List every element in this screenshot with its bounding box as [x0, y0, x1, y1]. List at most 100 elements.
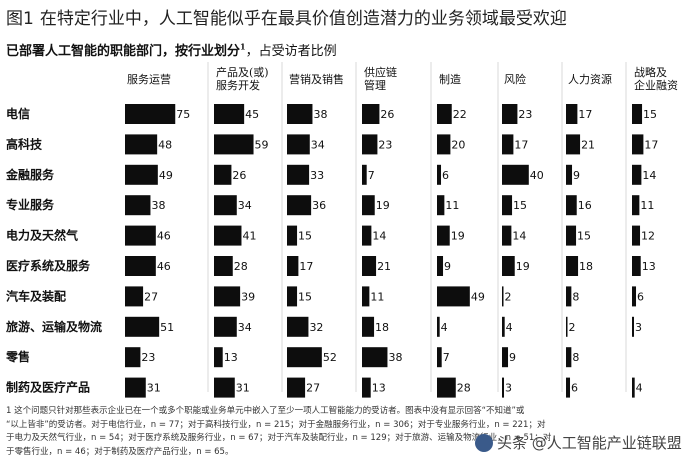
column-header: 供应链 [364, 65, 397, 79]
watermark-logo-icon [475, 433, 493, 452]
bar [566, 195, 577, 216]
bar [125, 134, 158, 155]
bar [566, 225, 577, 246]
bar [632, 377, 635, 398]
row-label: 汽车及装配 [6, 288, 66, 303]
bar-value-label: 39 [241, 290, 255, 303]
bar [214, 286, 241, 307]
bar-value-label: 32 [309, 321, 323, 334]
bar [437, 347, 442, 368]
bar [502, 225, 512, 246]
column-header: 制造 [439, 72, 461, 86]
bar [632, 134, 644, 155]
bar [566, 316, 568, 337]
bar-value-label: 36 [312, 199, 326, 212]
figure-title-text: 在特定行业中，人工智能似乎在最具价值创造潜力的业务领域最受欢迎 [39, 9, 567, 29]
bar-value-label: 46 [157, 230, 171, 243]
watermark: 头条 @人工智能产业链联盟 [475, 432, 682, 453]
bar [287, 225, 298, 246]
bar-value-label: 27 [144, 290, 158, 303]
bar [214, 104, 245, 124]
bar [566, 134, 581, 155]
bar-value-label: 17 [514, 138, 528, 151]
bar [214, 377, 235, 398]
bar-value-label: 26 [380, 108, 394, 121]
bar-value-label: 41 [242, 230, 256, 243]
bar [502, 256, 515, 276]
bar-value-label: 16 [578, 199, 592, 212]
bar [125, 104, 176, 124]
bar-value-label: 51 [160, 321, 174, 334]
bar-value-label: 15 [513, 199, 527, 212]
bar-value-label: 21 [377, 260, 391, 273]
bar [437, 256, 444, 276]
bar-value-label: 27 [306, 382, 320, 395]
bar-value-label: 19 [516, 260, 530, 273]
bar-value-label: 45 [245, 108, 259, 121]
footnote-line: 1 这个问题只针对那些表示企业已在一个或多个职能或业务单元中嵌入了至少一项人工智… [6, 406, 525, 416]
bar [437, 225, 450, 246]
bar-value-label: 49 [471, 290, 485, 303]
bar-value-label: 14 [642, 169, 656, 182]
bar [502, 316, 505, 337]
bar [125, 316, 160, 337]
bar-value-label: 31 [147, 382, 161, 395]
bar [502, 164, 529, 185]
bar-value-label: 14 [372, 230, 386, 243]
bar [502, 104, 518, 124]
bar-value-label: 23 [378, 138, 392, 151]
bar-value-label: 22 [453, 108, 467, 121]
bar-value-label: 13 [372, 382, 386, 395]
bar-value-label: 8 [572, 351, 579, 364]
bar-value-label: 4 [636, 382, 643, 395]
bar-value-label: 7 [368, 169, 375, 182]
bar [287, 134, 310, 155]
bar-value-label: 46 [157, 260, 171, 273]
subtitle-rest: ，占受访者比例 [245, 44, 337, 59]
bar [437, 195, 445, 216]
bar-value-label: 17 [578, 108, 592, 121]
watermark-text: 头条 @人工智能产业链联盟 [497, 434, 682, 452]
bar [362, 347, 388, 368]
bar-value-label: 15 [298, 230, 312, 243]
bar-value-label: 23 [518, 108, 532, 121]
bar [362, 225, 372, 246]
column-header: 企业融资 [634, 78, 678, 92]
column-header: 风险 [504, 72, 526, 86]
footnote-line: 于电力及天然气行业，n = 54；对于医疗系统及服务行业，n = 67；对于汽车… [6, 433, 552, 443]
bar [566, 377, 571, 398]
bar-value-label: 11 [445, 199, 459, 212]
bar [632, 164, 642, 185]
bar-value-label: 34 [238, 321, 252, 334]
bar-value-label: 28 [457, 382, 471, 395]
bar [287, 164, 310, 185]
bar-value-label: 52 [323, 351, 337, 364]
column-header: 营销及销售 [289, 72, 344, 86]
bar [437, 286, 470, 307]
bar [566, 256, 579, 276]
bar [287, 256, 299, 276]
bar [566, 164, 573, 185]
bar [566, 347, 572, 368]
bar [632, 256, 641, 276]
bar [362, 256, 377, 276]
row-label: 金融服务 [5, 167, 55, 182]
bar [437, 134, 451, 155]
bar [125, 256, 156, 276]
bar-value-label: 75 [176, 108, 190, 121]
bar-value-label: 17 [644, 138, 658, 151]
bar [566, 104, 578, 124]
bar-value-label: 15 [643, 108, 657, 121]
bar-value-label: 19 [376, 199, 390, 212]
column-header: 服务运营 [127, 72, 171, 86]
bar-value-label: 19 [451, 230, 465, 243]
bar-value-label: 23 [141, 351, 155, 364]
bar [632, 195, 640, 216]
bar [287, 316, 309, 337]
bar-value-label: 11 [370, 290, 384, 303]
bar [437, 104, 452, 124]
bar-value-label: 4 [441, 321, 448, 334]
bar-value-label: 21 [581, 138, 595, 151]
footnote-line: 于零售行业，n = 46；对于制药及医疗产品行业，n = 65。 [6, 446, 234, 457]
